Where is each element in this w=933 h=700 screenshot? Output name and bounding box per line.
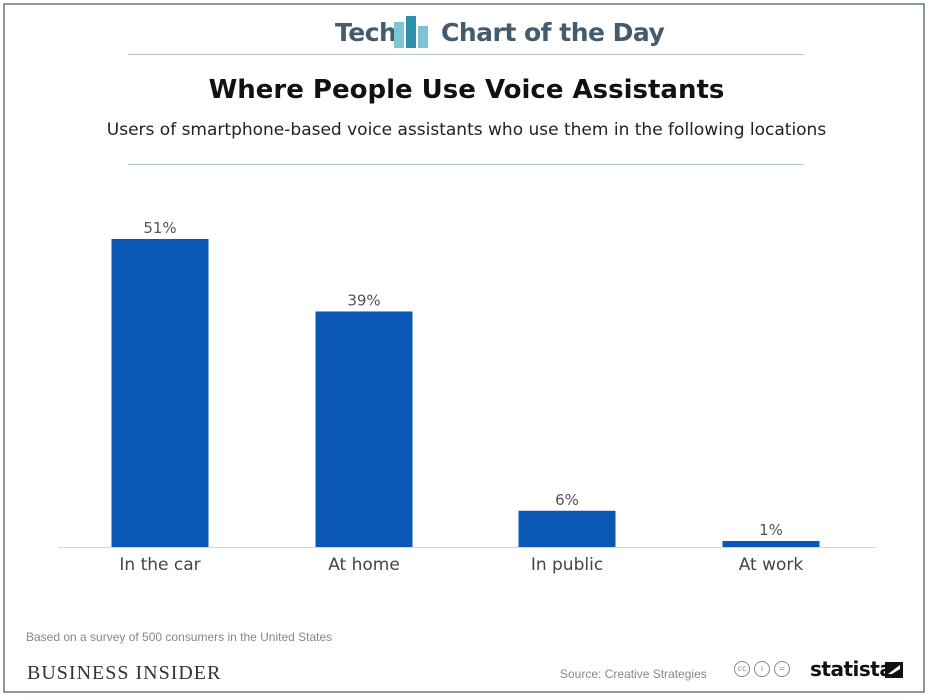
bar-value-label: 6%: [555, 491, 579, 509]
business-insider-logo: BUSINESS INSIDER: [27, 662, 222, 684]
statista-logo: statista: [810, 657, 893, 681]
survey-footnote: Based on a survey of 500 consumers in th…: [26, 630, 333, 644]
tech-logo-icon: [394, 16, 428, 48]
chart-title: Where People Use Voice Assistants: [208, 75, 725, 105]
chart-of-the-day-banner: Tech Chart of the Day: [0, 16, 933, 56]
bar-value-label: 39%: [347, 291, 380, 309]
bar-value-label: 51%: [143, 219, 176, 237]
source-credit: Source: Creative Strategies: [560, 667, 707, 681]
no-derivatives-icon: =: [774, 661, 790, 677]
x-axis-category-label: At work: [739, 555, 804, 575]
x-axis-category-label: In the car: [119, 555, 200, 575]
bar: [722, 540, 820, 547]
header-divider: [128, 164, 804, 165]
bar-value-label: 1%: [759, 521, 783, 539]
bar: [111, 239, 209, 547]
banner-chart-of-the-day-label: Chart of the Day: [441, 18, 665, 47]
chart-subtitle: Users of smartphone-based voice assistan…: [106, 120, 827, 140]
banner-tech-label: Tech: [335, 18, 397, 47]
cc-icon: cc: [734, 661, 750, 677]
bar: [315, 311, 413, 547]
x-axis-category-label: In public: [531, 555, 603, 575]
creative-commons-icons: cc i =: [734, 661, 790, 677]
attribution-icon: i: [754, 661, 770, 677]
bar: [518, 510, 616, 547]
top-divider: [128, 54, 804, 55]
statista-mark-icon: [885, 662, 903, 678]
x-axis-category-label: At home: [328, 555, 400, 575]
